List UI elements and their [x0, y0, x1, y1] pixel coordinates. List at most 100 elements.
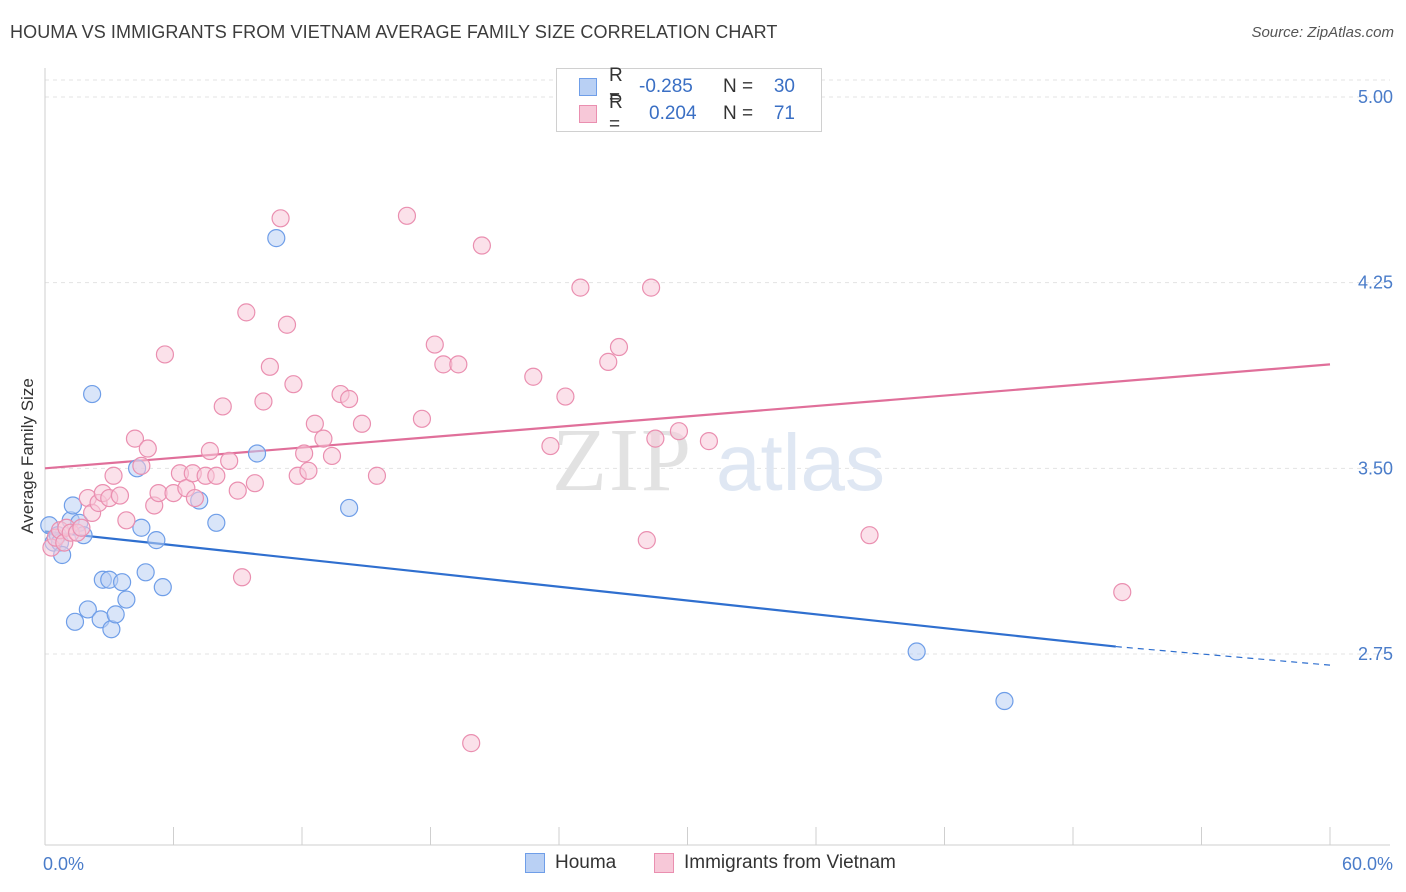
houma-point [907, 642, 926, 661]
vietnam-point [472, 236, 491, 255]
vietnam-point [207, 466, 226, 485]
legend-swatch-vietnam [579, 105, 597, 123]
series-legend: Houma Immigrants from Vietnam [0, 852, 1406, 876]
y-tick-label: 4.25 [1358, 273, 1393, 293]
trend-lines [44, 363, 1331, 666]
vietnam-point [541, 436, 560, 456]
watermark: ZIP atlas [552, 411, 885, 510]
vietnam-point [117, 511, 136, 530]
vietnam-point [271, 209, 290, 228]
vietnam-point [641, 278, 661, 297]
vietnam-point [571, 278, 590, 297]
vietnam-point [1113, 583, 1132, 602]
vietnam-point [104, 466, 123, 485]
vietnam-point [132, 456, 151, 475]
vietnam-point [155, 345, 175, 364]
vietnam-point [352, 414, 372, 433]
series-swatch-vietnam [654, 853, 674, 873]
source-label: Source: ZipAtlas.com [1251, 24, 1394, 41]
vietnam-point [860, 526, 879, 545]
houma-point [136, 563, 155, 582]
houma-point [117, 590, 136, 609]
watermark-zip: ZIP [552, 411, 693, 510]
legend-n-label: N = [723, 76, 754, 97]
stats-legend: R = -0.285 N = 30 R = 0.204 N = 71 [556, 65, 822, 135]
vietnam-point [213, 397, 232, 416]
vietnam-point [232, 568, 252, 587]
vietnam-point [599, 352, 618, 371]
vietnam-point [462, 734, 481, 753]
series-legend-houma[interactable]: Houma [525, 852, 616, 874]
series-swatch-houma [525, 853, 545, 873]
series-label-vietnam: Immigrants from Vietnam [684, 852, 896, 873]
vietnam-point [397, 206, 417, 225]
legend-r-value: -0.285 [639, 76, 693, 97]
houma-point [153, 578, 172, 597]
vietnam-point [185, 488, 205, 508]
vietnam-point [277, 315, 297, 334]
houma-point [147, 531, 166, 550]
houma-point [63, 496, 82, 515]
houma-point [132, 518, 151, 537]
legend-r-value: 0.204 [649, 103, 697, 124]
watermark-atlas: atlas [716, 418, 885, 507]
legend-n-value: 30 [773, 76, 795, 97]
vietnam-point [609, 337, 629, 357]
vietnam-point [367, 466, 387, 485]
y-tick-label: 5.00 [1358, 87, 1393, 107]
y-axis-label: Average Family Size [18, 378, 37, 534]
legend-row-vietnam: R = 0.204 N = 71 [579, 92, 795, 135]
vietnam-point [637, 531, 656, 550]
vietnam-point [314, 429, 333, 448]
vietnam-point [524, 367, 543, 386]
legend-r-label: R = [609, 65, 623, 108]
y-tick-labels: 2.75 3.50 4.25 5.00 [1358, 87, 1393, 664]
x-tick-labels: 0.0% 60.0% [43, 854, 1393, 874]
legend-row-houma: R = -0.285 N = 30 [579, 65, 795, 108]
y-tick-label: 3.50 [1358, 458, 1393, 478]
houma-trend-extension [1115, 645, 1331, 666]
houma-point [83, 384, 102, 404]
vietnam-point [556, 387, 575, 406]
x-tick-label: 0.0% [43, 854, 84, 874]
vietnam-point [449, 355, 468, 374]
vietnam-point [125, 429, 145, 448]
legend-n-label: N = [723, 103, 754, 124]
chart-title: HOUMA VS IMMIGRANTS FROM VIETNAM AVERAGE… [10, 22, 778, 42]
houma-point [207, 513, 226, 532]
houma-point [78, 600, 97, 619]
axes [44, 68, 1390, 846]
x-tick-label: 60.0% [1342, 854, 1393, 874]
vietnam-point [322, 446, 342, 466]
vietnam-point [299, 461, 318, 480]
houma-point [65, 612, 85, 631]
legend-r-label: R = [609, 92, 623, 135]
legend-swatch-houma [579, 78, 597, 96]
houma-point [995, 691, 1014, 711]
vietnam-point [425, 335, 444, 354]
vietnam-point [669, 422, 689, 441]
houma-point [267, 229, 286, 248]
vietnam-point [110, 486, 130, 505]
houma-point [112, 573, 132, 592]
vietnam-point [699, 432, 719, 451]
vietnam-point [237, 303, 256, 322]
vietnam-point [305, 414, 324, 433]
vietnam-point [646, 429, 665, 448]
vietnam-point [138, 439, 157, 458]
vietnam-point [72, 518, 91, 537]
data-points [40, 206, 1132, 753]
houma-point [106, 605, 125, 624]
y-tick-label: 2.75 [1358, 644, 1393, 664]
vietnam-point [412, 409, 432, 428]
vietnam-point [340, 389, 359, 409]
series-legend-vietnam[interactable]: Immigrants from Vietnam [654, 852, 896, 874]
vietnam-point [228, 481, 247, 500]
vietnam-point [200, 441, 220, 461]
houma-trend-line [44, 530, 1116, 648]
houma-point [340, 498, 359, 518]
vietnam-point [295, 444, 314, 463]
vietnam-point [245, 474, 264, 493]
vietnam-point [254, 392, 273, 411]
